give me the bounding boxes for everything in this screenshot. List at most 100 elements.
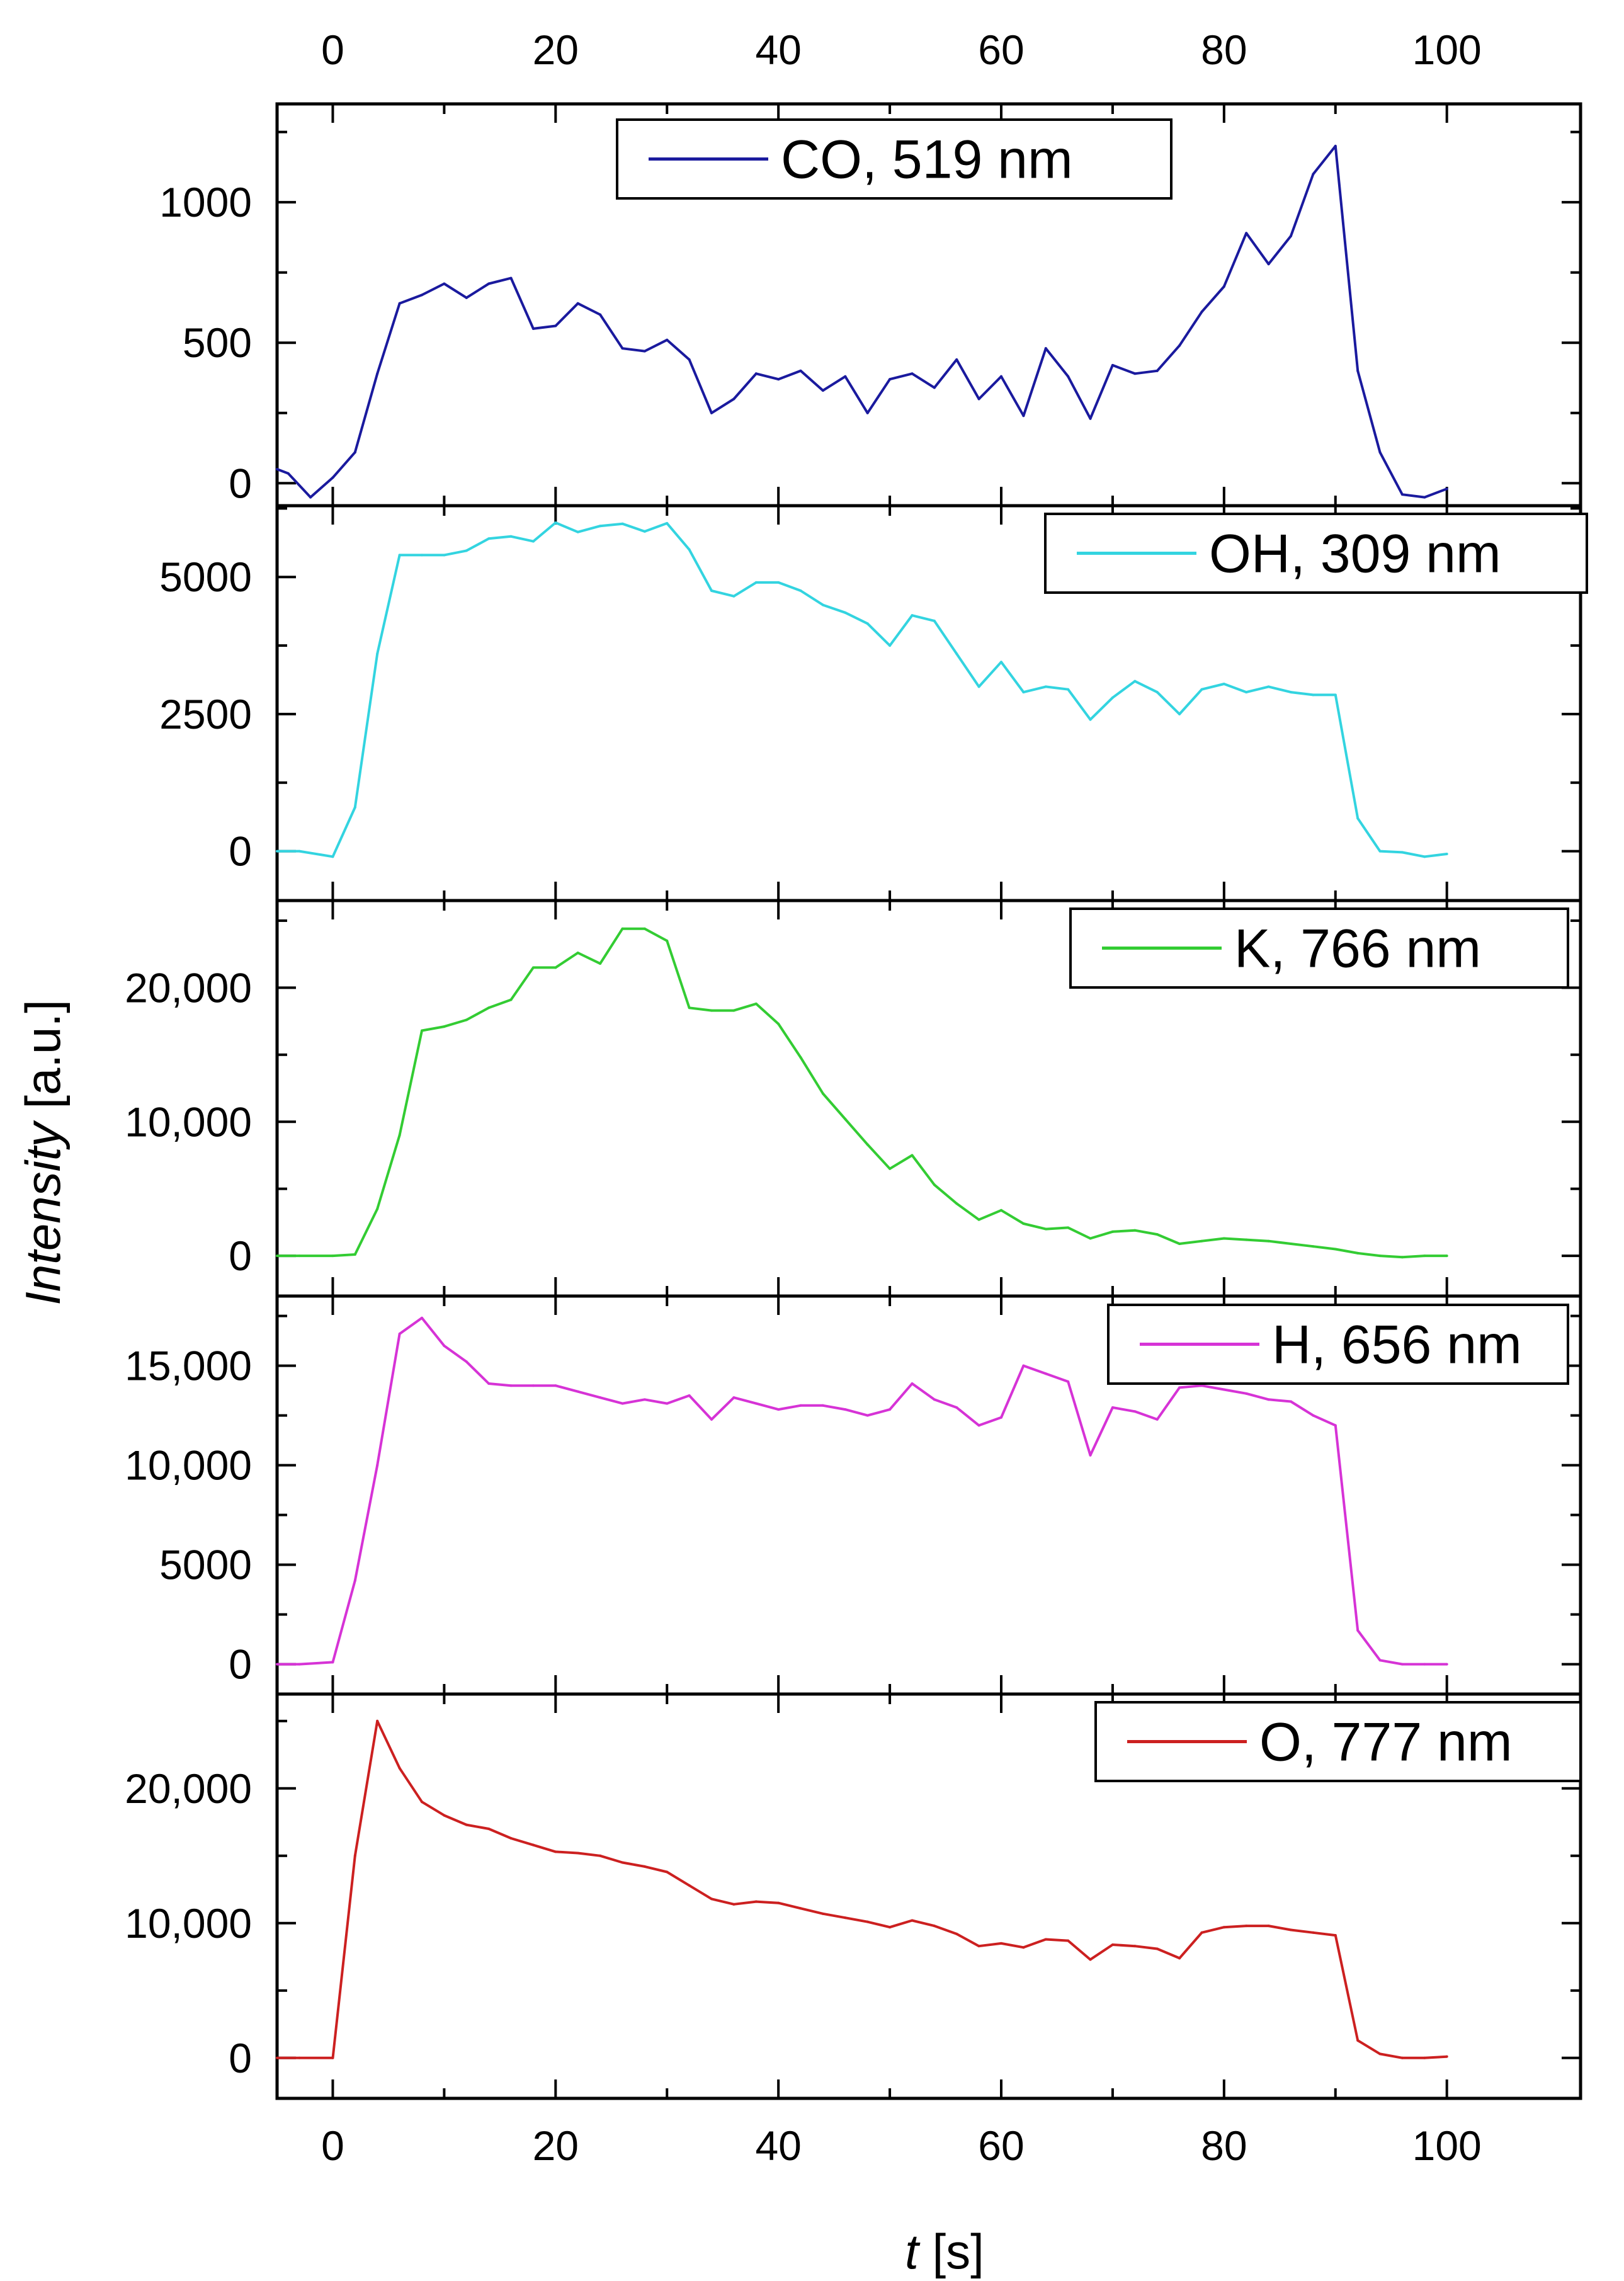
data-point-oh-38 [1133, 680, 1137, 683]
data-point-oh-7 [443, 554, 446, 557]
data-point-co-21 [732, 397, 735, 401]
data-point-k-50 [1400, 1256, 1404, 1259]
series-points-oh [276, 521, 1448, 858]
data-point-oh-42 [1222, 683, 1225, 686]
data-point-k-10 [509, 998, 513, 1001]
legend-label-o: O, 777 nm [1259, 1712, 1513, 1773]
data-point-k-29 [933, 1183, 936, 1186]
data-point-h-49 [1378, 1659, 1382, 1662]
data-point-o-37 [1111, 1943, 1114, 1947]
data-point-k-0 [276, 1254, 278, 1258]
data-point-o-22 [777, 1901, 780, 1904]
data-point-co-38 [1111, 363, 1114, 367]
data-point-o-5 [398, 1766, 401, 1770]
data-point-co-14 [576, 302, 579, 305]
data-point-o-48 [1356, 2039, 1360, 2042]
data-point-o-36 [1089, 1958, 1092, 1961]
data-point-o-29 [933, 1925, 936, 1928]
y-tick-label-k-10000: 10,000 [125, 1098, 252, 1145]
data-point-k-32 [1000, 1209, 1002, 1212]
data-point-k-24 [821, 1092, 824, 1095]
y-tick-label-h-0: 0 [229, 1641, 252, 1688]
data-point-oh-48 [1356, 817, 1360, 820]
data-point-oh-39 [1156, 691, 1159, 694]
x-bottom-tick-label-40: 40 [755, 2122, 801, 2169]
data-point-k-7 [443, 1025, 446, 1028]
data-point-oh-10 [509, 535, 513, 538]
data-point-co-50 [1378, 451, 1382, 454]
x-bottom-tick-label-0: 0 [321, 2122, 344, 2169]
data-point-k-1 [298, 1254, 301, 1258]
data-point-co-10 [487, 282, 491, 285]
data-point-h-46 [1312, 1414, 1315, 1417]
y-tick-label-co-1000: 1000 [159, 179, 252, 225]
data-point-k-17 [666, 939, 669, 942]
x-top-tick-label-100: 100 [1412, 26, 1482, 73]
data-point-h-44 [1267, 1398, 1270, 1401]
data-point-o-0 [276, 2056, 278, 2059]
data-point-k-27 [889, 1167, 892, 1170]
data-point-h-45 [1290, 1400, 1292, 1403]
data-point-h-29 [933, 1398, 936, 1401]
data-point-co-25 [821, 389, 824, 392]
data-point-co-37 [1089, 417, 1092, 420]
data-point-oh-3 [353, 805, 356, 809]
data-point-oh-14 [599, 525, 602, 528]
data-point-h-24 [821, 1404, 824, 1407]
data-point-o-40 [1178, 1957, 1181, 1960]
data-point-h-30 [955, 1406, 958, 1409]
data-point-k-30 [955, 1202, 958, 1205]
data-point-k-23 [799, 1056, 802, 1059]
data-point-oh-45 [1290, 691, 1292, 694]
data-point-o-25 [844, 1916, 847, 1920]
data-point-co-52 [1423, 496, 1426, 499]
data-point-h-25 [844, 1408, 847, 1411]
data-point-k-42 [1222, 1237, 1225, 1240]
data-point-h-38 [1133, 1410, 1137, 1413]
data-point-co-9 [465, 296, 468, 299]
data-point-oh-36 [1089, 718, 1092, 721]
data-point-o-42 [1222, 1926, 1225, 1929]
data-point-o-20 [732, 1903, 735, 1906]
data-point-k-28 [911, 1154, 914, 1157]
data-point-h-27 [889, 1408, 892, 1411]
data-point-co-5 [376, 372, 379, 375]
data-point-oh-47 [1334, 693, 1337, 697]
panel-oh: 0 2500 5000 OH, 309 nm [159, 504, 1588, 902]
legend-label-h: H, 656 nm [1272, 1315, 1522, 1375]
data-point-h-32 [1000, 1416, 1002, 1419]
x-top-tick-label-80: 80 [1201, 26, 1247, 73]
data-point-co-22 [754, 372, 758, 375]
data-point-co-11 [509, 276, 513, 280]
data-point-o-7 [443, 1814, 446, 1817]
data-point-oh-17 [666, 521, 669, 525]
data-point-oh-50 [1400, 851, 1404, 854]
data-point-co-20 [710, 411, 713, 414]
series-points-o [276, 1719, 1448, 2059]
series-points-k [276, 927, 1448, 1259]
data-point-co-48 [1334, 144, 1337, 147]
data-point-k-52 [1445, 1254, 1448, 1258]
data-point-k-3 [353, 1253, 356, 1256]
x-bottom-tick-label-20: 20 [533, 2122, 579, 2169]
x-top-tick-label-20: 20 [533, 26, 579, 73]
y-tick-label-h-15000: 15,000 [125, 1343, 252, 1389]
data-point-h-51 [1423, 1663, 1426, 1666]
x-bottom-tick-label-60: 60 [978, 2122, 1024, 2169]
data-point-o-17 [666, 1870, 669, 1874]
data-point-k-34 [1044, 1227, 1047, 1231]
data-point-h-4 [376, 1464, 379, 1467]
data-point-co-7 [421, 293, 423, 297]
data-point-co-27 [866, 411, 869, 414]
data-point-h-8 [465, 1360, 468, 1363]
data-point-o-39 [1156, 1947, 1159, 1950]
data-point-oh-1 [298, 850, 301, 853]
x-top-tick-label-0: 0 [321, 26, 344, 73]
data-point-co-24 [799, 369, 802, 372]
data-point-o-16 [643, 1865, 646, 1868]
data-point-o-50 [1400, 2056, 1404, 2059]
data-point-oh-9 [487, 537, 491, 540]
data-point-co-28 [889, 378, 892, 381]
data-point-k-4 [376, 1207, 379, 1210]
